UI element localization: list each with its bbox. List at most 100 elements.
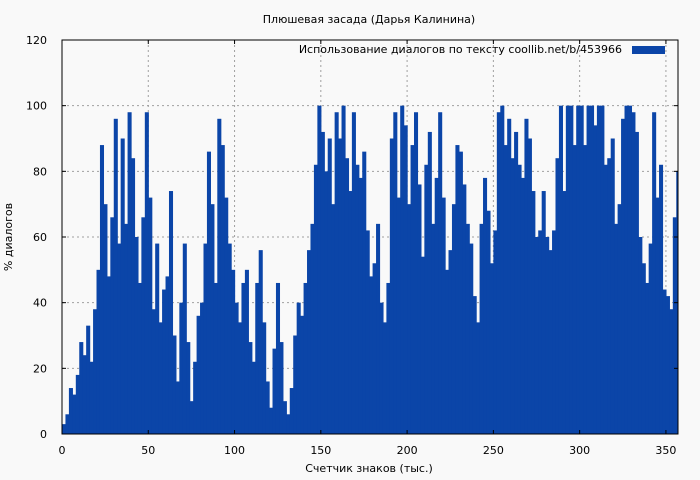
- bar: [562, 191, 567, 434]
- bars: [62, 105, 678, 435]
- bar: [113, 118, 118, 435]
- bar: [348, 191, 353, 434]
- bar: [534, 237, 539, 434]
- bar: [427, 131, 432, 434]
- bar: [486, 210, 491, 434]
- bar: [244, 269, 249, 434]
- bar: [500, 105, 505, 435]
- bar: [331, 204, 336, 434]
- bar: [603, 164, 608, 434]
- bar: [151, 309, 156, 434]
- bar: [272, 348, 277, 434]
- bar: [538, 230, 543, 434]
- y-tick-label: 20: [33, 362, 47, 375]
- bar: [420, 256, 425, 434]
- y-tick-label: 100: [26, 100, 47, 113]
- bar: [68, 388, 73, 434]
- bar: [172, 335, 177, 434]
- bar: [99, 145, 105, 435]
- bar: [334, 112, 339, 434]
- bar: [655, 197, 660, 434]
- bar: [400, 105, 405, 435]
- bar: [641, 263, 646, 434]
- bar: [424, 164, 429, 434]
- bar: [669, 309, 674, 434]
- bar: [124, 223, 129, 434]
- bar: [489, 263, 494, 434]
- bar: [196, 315, 201, 434]
- bar: [382, 322, 387, 434]
- bar: [376, 223, 381, 434]
- bar: [627, 105, 633, 435]
- bar: [96, 269, 101, 434]
- bar: [672, 217, 677, 434]
- bar: [265, 381, 270, 434]
- bar: [137, 282, 142, 434]
- bar: [182, 243, 187, 434]
- bar: [590, 105, 595, 435]
- bar: [600, 105, 605, 435]
- bar: [62, 424, 67, 434]
- bar: [369, 276, 374, 434]
- bar: [317, 105, 322, 435]
- bar: [483, 177, 488, 434]
- bar: [93, 309, 98, 434]
- bar: [120, 138, 125, 434]
- bar: [307, 250, 312, 434]
- bar: [82, 355, 87, 434]
- bar: [593, 125, 598, 434]
- bar: [327, 138, 332, 434]
- bar: [472, 296, 477, 434]
- bar: [200, 302, 205, 434]
- bar: [469, 243, 474, 434]
- bar: [386, 282, 391, 434]
- bar: [238, 322, 243, 434]
- bar: [293, 335, 298, 434]
- bar: [127, 112, 132, 434]
- bar: [165, 276, 170, 434]
- x-tick-label: 50: [141, 444, 155, 457]
- bar: [403, 125, 408, 434]
- y-tick-label: 120: [26, 34, 47, 47]
- bar: [241, 282, 246, 434]
- bar: [79, 342, 84, 434]
- bar: [324, 171, 329, 435]
- bar: [527, 138, 532, 434]
- bar: [503, 145, 508, 435]
- bar: [586, 105, 591, 435]
- bar: [665, 296, 670, 434]
- bar: [455, 145, 460, 435]
- bar: [576, 105, 581, 435]
- bar: [652, 112, 657, 434]
- bar: [213, 282, 218, 434]
- axes: 0 20 40 60 80 100 120 0 50 100 150 200 250 300 350: [26, 34, 678, 457]
- bar: [362, 151, 367, 434]
- bar: [617, 204, 622, 434]
- bar: [86, 325, 91, 434]
- bar: [158, 322, 163, 434]
- x-tick-label: 250: [483, 444, 504, 457]
- bar: [231, 269, 236, 434]
- bar: [358, 177, 363, 434]
- bar: [621, 118, 626, 435]
- legend-label: Использование диалогов по тексту coollib…: [299, 43, 622, 56]
- bar: [341, 105, 346, 435]
- bar: [417, 184, 422, 434]
- y-tick-label: 40: [33, 297, 47, 310]
- bar: [110, 217, 115, 434]
- bar: [275, 282, 281, 434]
- bar: [338, 138, 343, 434]
- bar: [269, 407, 274, 434]
- bar: [624, 105, 629, 435]
- bar: [75, 374, 80, 434]
- bar: [286, 414, 291, 434]
- bar: [186, 342, 191, 434]
- bar: [203, 243, 208, 434]
- bar: [310, 223, 315, 434]
- x-axis-label: Счетчик знаков (тыс.): [305, 462, 433, 475]
- bar: [344, 158, 350, 434]
- bar: [217, 118, 222, 435]
- bar: [117, 243, 122, 434]
- bar: [279, 342, 284, 434]
- bar: [220, 145, 225, 435]
